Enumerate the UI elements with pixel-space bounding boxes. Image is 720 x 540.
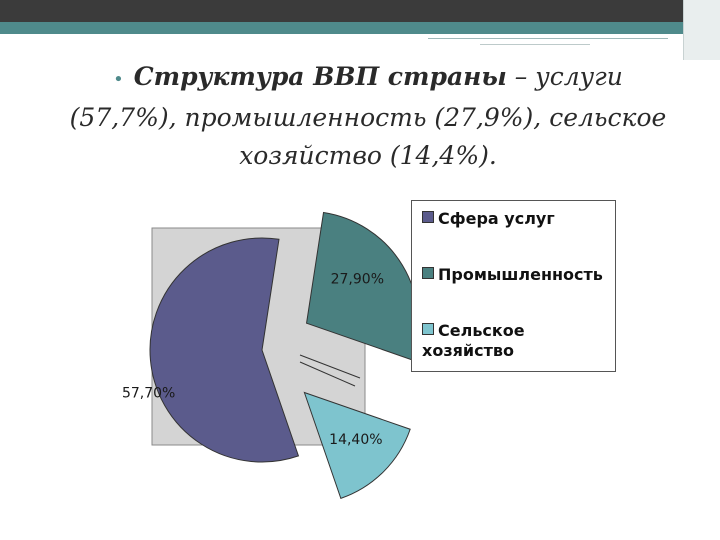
decorative-line (428, 38, 668, 39)
legend-swatch (422, 323, 434, 335)
title-bold-text: Структура ВВП страны (133, 62, 507, 91)
decorative-line (480, 44, 590, 45)
corner-decoration (683, 0, 720, 60)
legend-item: Промышленность (422, 265, 603, 285)
legend-item: Сфера услуг (422, 209, 555, 229)
pie-slice (149, 237, 300, 463)
slice-data-label: 27,90% (331, 271, 384, 287)
pie-slice (303, 391, 411, 500)
legend-label: Промышленность (438, 265, 603, 284)
slide-title: • Структура ВВП страны – услуги (57,7%), … (68, 58, 668, 175)
leader-line (299, 354, 361, 379)
title-rest-text: – услуги (57,7%), промышленность (27,9%)… (69, 62, 667, 170)
slice-data-label: 57,70% (122, 386, 175, 402)
legend-label: Сфера услуг (438, 209, 555, 228)
legend-swatch (422, 267, 434, 279)
top-band (0, 0, 720, 22)
legend-label: Сельское хозяйство (422, 321, 525, 360)
leader-line (299, 361, 356, 387)
accent-band (0, 22, 720, 34)
bullet-icon: • (113, 69, 124, 90)
slice-data-label: 14,40% (329, 432, 382, 448)
legend-item: Сельское хозяйство (422, 321, 572, 361)
chart-legend: Сфера услуг Промышленность Сельское хозя… (411, 200, 616, 372)
legend-swatch (422, 211, 434, 223)
